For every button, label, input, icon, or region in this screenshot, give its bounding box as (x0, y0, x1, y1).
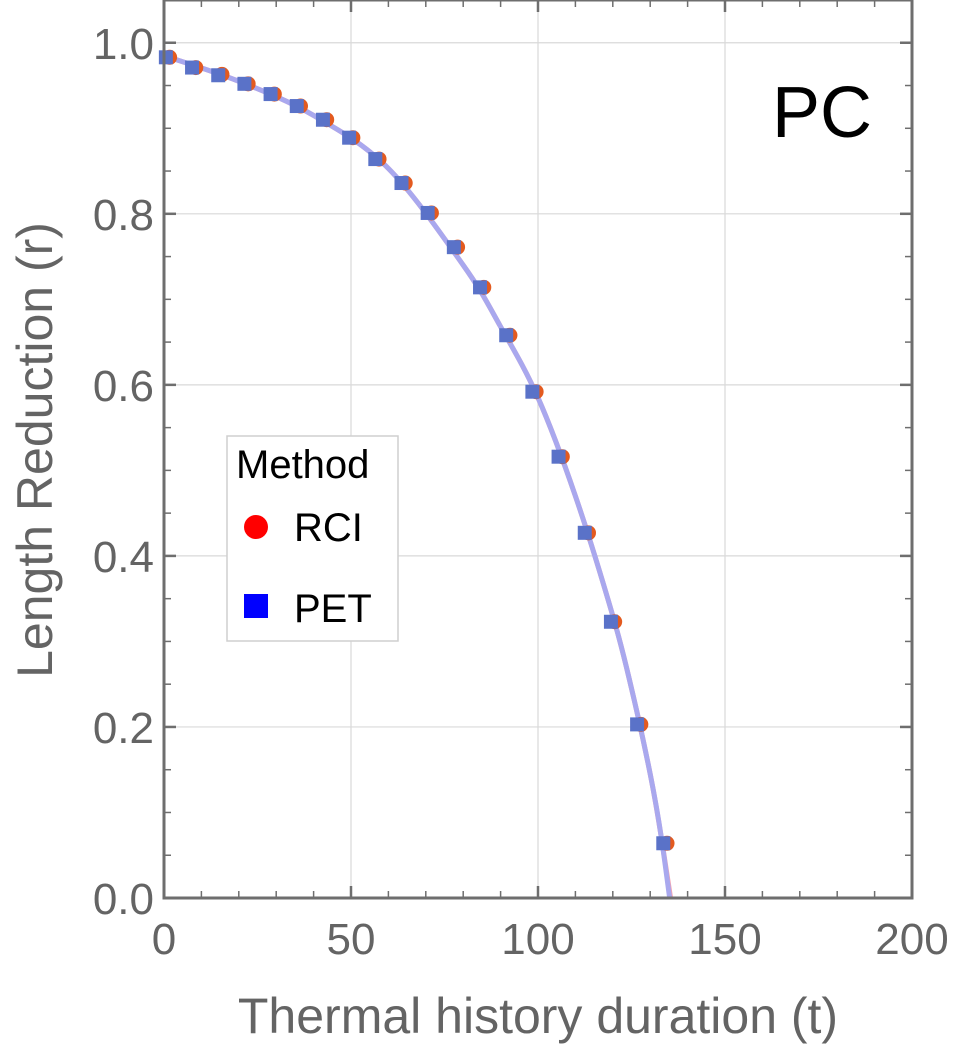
point-pet-5 (289, 99, 304, 114)
x-tick-label-2: 100 (501, 915, 574, 964)
tick-labels: 0 50 100 150 200 0.0 0.2 0.4 0.6 0.8 1.0 (93, 20, 949, 964)
x-tick-label-0: 0 (152, 915, 176, 964)
legend-label-pet: PET (294, 587, 372, 631)
fit-line-pet (164, 53, 673, 898)
point-pet-12 (473, 280, 488, 295)
data-points (158, 49, 675, 851)
point-pet-8 (368, 152, 383, 167)
point-pet-17 (603, 614, 618, 629)
x-tick-label-3: 150 (688, 915, 761, 964)
y-tick-label-3: 0.6 (93, 362, 154, 411)
x-tick-label-4: 200 (875, 915, 948, 964)
point-pet-9 (394, 176, 409, 191)
point-pet-1 (185, 60, 200, 75)
panel-label: PC (772, 73, 872, 153)
point-pet-6 (315, 112, 330, 127)
y-tick-label-0: 0.0 (93, 875, 154, 924)
x-axis-title: Thermal history duration (t) (238, 988, 838, 1044)
point-pet-10 (420, 205, 435, 220)
y-tick-label-4: 0.8 (93, 191, 154, 240)
fit-lines (164, 53, 674, 898)
point-pet-7 (342, 130, 357, 145)
legend: Method RCI PET (226, 435, 399, 642)
legend-title: Method (236, 443, 369, 487)
ticks (162, 0, 914, 900)
point-pet-2 (211, 68, 226, 83)
legend-marker-rci (244, 515, 268, 539)
y-axis-title: Length Reduction (r) (7, 222, 63, 678)
x-tick-label-1: 50 (327, 915, 376, 964)
point-pet-18 (630, 717, 645, 732)
legend-marker-pet (244, 594, 268, 618)
point-pet-15 (551, 449, 566, 464)
y-tick-label-2: 0.4 (93, 533, 154, 582)
y-tick-label-5: 1.0 (93, 20, 154, 69)
point-pet-3 (237, 76, 252, 91)
point-pet-11 (446, 240, 461, 255)
point-pet-16 (577, 525, 592, 540)
point-pet-4 (263, 87, 278, 102)
point-pet-19 (656, 836, 671, 851)
legend-label-rci: RCI (294, 506, 363, 550)
point-pet-13 (499, 328, 514, 343)
y-tick-label-1: 0.2 (93, 704, 154, 753)
point-pet-14 (525, 384, 540, 399)
point-pet-0 (158, 50, 173, 65)
